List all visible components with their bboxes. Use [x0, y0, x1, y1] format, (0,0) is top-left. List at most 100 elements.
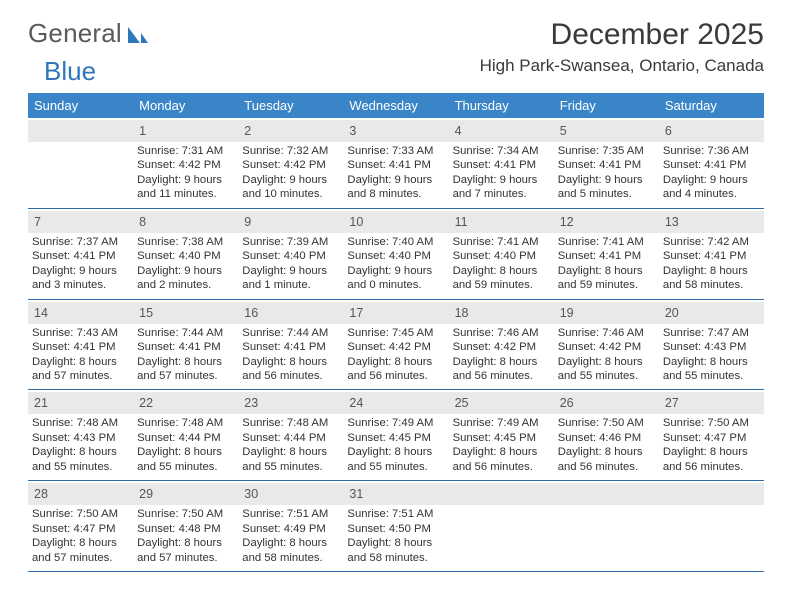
- day-number: 27: [665, 396, 679, 410]
- day-info: Sunrise: 7:46 AMSunset: 4:42 PMDaylight:…: [558, 326, 655, 384]
- calendar-day: 16Sunrise: 7:44 AMSunset: 4:41 PMDayligh…: [238, 300, 343, 390]
- day-number: 15: [139, 306, 153, 320]
- calendar: SundayMondayTuesdayWednesdayThursdayFrid…: [28, 93, 764, 572]
- calendar-day: 10Sunrise: 7:40 AMSunset: 4:40 PMDayligh…: [343, 209, 448, 299]
- day-number-bar: 31: [343, 483, 448, 505]
- day-info: Sunrise: 7:35 AMSunset: 4:41 PMDaylight:…: [558, 144, 655, 202]
- day-info: Sunrise: 7:47 AMSunset: 4:43 PMDaylight:…: [663, 326, 760, 384]
- calendar-day: 3Sunrise: 7:33 AMSunset: 4:41 PMDaylight…: [343, 118, 448, 208]
- day-number-bar: 1: [133, 120, 238, 142]
- calendar-week: 28Sunrise: 7:50 AMSunset: 4:47 PMDayligh…: [28, 481, 764, 572]
- weekday-header: Monday: [133, 93, 238, 118]
- day-number-bar: 12: [554, 211, 659, 233]
- day-number-bar: 6: [659, 120, 764, 142]
- day-info: Sunrise: 7:36 AMSunset: 4:41 PMDaylight:…: [663, 144, 760, 202]
- calendar-day: 11Sunrise: 7:41 AMSunset: 4:40 PMDayligh…: [449, 209, 554, 299]
- calendar-day: [659, 481, 764, 571]
- day-number-bar: [554, 483, 659, 505]
- day-info: Sunrise: 7:48 AMSunset: 4:43 PMDaylight:…: [32, 416, 129, 474]
- brand-part2: Blue: [44, 56, 96, 86]
- calendar-day: 2Sunrise: 7:32 AMSunset: 4:42 PMDaylight…: [238, 118, 343, 208]
- day-number-bar: 4: [449, 120, 554, 142]
- day-info: Sunrise: 7:41 AMSunset: 4:40 PMDaylight:…: [453, 235, 550, 293]
- day-number-bar: 21: [28, 392, 133, 414]
- day-info: Sunrise: 7:45 AMSunset: 4:42 PMDaylight:…: [347, 326, 444, 384]
- weekday-header: Thursday: [449, 93, 554, 118]
- day-number: 12: [560, 215, 574, 229]
- day-number-bar: 18: [449, 302, 554, 324]
- calendar-day: 4 Sunrise: 7:34 AMSunset: 4:41 PMDaylight…: [449, 118, 554, 208]
- day-number: 1: [139, 124, 146, 138]
- day-number-bar: 23: [238, 392, 343, 414]
- day-info: Sunrise: 7:50 AMSunset: 4:48 PMDaylight:…: [137, 507, 234, 565]
- day-number: 21: [34, 396, 48, 410]
- day-number-bar: 9: [238, 211, 343, 233]
- day-number: 22: [139, 396, 153, 410]
- day-info: Sunrise: 7:48 AMSunset: 4:44 PMDaylight:…: [137, 416, 234, 474]
- day-number: 4: [455, 124, 462, 138]
- calendar-day: 7Sunrise: 7:37 AMSunset: 4:41 PMDaylight…: [28, 209, 133, 299]
- day-info: Sunrise: 7:44 AMSunset: 4:41 PMDaylight:…: [137, 326, 234, 384]
- day-info: Sunrise: 7:33 AMSunset: 4:41 PMDaylight:…: [347, 144, 444, 202]
- calendar-day: 21 Sunrise: 7:48 AMSunset: 4:43 PMDayligh…: [28, 390, 133, 480]
- day-number-bar: 3: [343, 120, 448, 142]
- day-info: Sunrise: 7:41 AMSunset: 4:41 PMDaylight:…: [558, 235, 655, 293]
- day-number: 7: [34, 215, 41, 229]
- day-info: Sunrise: 7:32 AMSunset: 4:42 PMDaylight:…: [242, 144, 339, 202]
- calendar-day: 9Sunrise: 7:39 AMSunset: 4:40 PMDaylight…: [238, 209, 343, 299]
- brand-part1: General: [28, 18, 122, 49]
- calendar-day: 28Sunrise: 7:50 AMSunset: 4:47 PMDayligh…: [28, 481, 133, 571]
- calendar-week: 1 Sunrise: 7:31 AMSunset: 4:42 PMDaylight…: [28, 118, 764, 209]
- calendar-day: 13Sunrise: 7:42 AMSunset: 4:41 PMDayligh…: [659, 209, 764, 299]
- weekday-header: Tuesday: [238, 93, 343, 118]
- day-number: 31: [349, 487, 363, 501]
- day-info: Sunrise: 7:49 AMSunset: 4:45 PMDaylight:…: [453, 416, 550, 474]
- day-number-bar: 29: [133, 483, 238, 505]
- day-number-bar: 30: [238, 483, 343, 505]
- calendar-day: [554, 481, 659, 571]
- calendar-day: 24Sunrise: 7:49 AMSunset: 4:45 PMDayligh…: [343, 390, 448, 480]
- day-number: 28: [34, 487, 48, 501]
- day-number: 14: [34, 306, 48, 320]
- day-number: 26: [560, 396, 574, 410]
- calendar-day: 15 Sunrise: 7:44 AMSunset: 4:41 PMDayligh…: [133, 300, 238, 390]
- calendar-day: 30 Sunrise: 7:51 AMSunset: 4:49 PMDayligh…: [238, 481, 343, 571]
- day-info: Sunrise: 7:51 AMSunset: 4:49 PMDaylight:…: [242, 507, 339, 565]
- day-number: 17: [349, 306, 363, 320]
- calendar-day: 17 Sunrise: 7:45 AMSunset: 4:42 PMDayligh…: [343, 300, 448, 390]
- day-number-bar: 14: [28, 302, 133, 324]
- calendar-day: 14 Sunrise: 7:43 AMSunset: 4:41 PMDayligh…: [28, 300, 133, 390]
- calendar-day: 27 Sunrise: 7:50 AMSunset: 4:47 PMDayligh…: [659, 390, 764, 480]
- calendar-day: 19Sunrise: 7:46 AMSunset: 4:42 PMDayligh…: [554, 300, 659, 390]
- calendar-week: 14 Sunrise: 7:43 AMSunset: 4:41 PMDayligh…: [28, 300, 764, 391]
- day-info: Sunrise: 7:34 AMSunset: 4:41 PMDaylight:…: [453, 144, 550, 202]
- day-number-bar: 7: [28, 211, 133, 233]
- weekday-header-row: SundayMondayTuesdayWednesdayThursdayFrid…: [28, 93, 764, 118]
- day-number-bar: 8: [133, 211, 238, 233]
- day-number-bar: 20: [659, 302, 764, 324]
- day-number-bar: 19: [554, 302, 659, 324]
- day-number-bar: 17: [343, 302, 448, 324]
- day-info: Sunrise: 7:51 AMSunset: 4:50 PMDaylight:…: [347, 507, 444, 565]
- day-info: Sunrise: 7:43 AMSunset: 4:41 PMDaylight:…: [32, 326, 129, 384]
- day-number-bar: 2: [238, 120, 343, 142]
- day-info: Sunrise: 7:42 AMSunset: 4:41 PMDaylight:…: [663, 235, 760, 293]
- day-number: 8: [139, 215, 146, 229]
- calendar-day: 1 Sunrise: 7:31 AMSunset: 4:42 PMDaylight…: [133, 118, 238, 208]
- day-info: Sunrise: 7:50 AMSunset: 4:47 PMDaylight:…: [663, 416, 760, 474]
- day-number-bar: [28, 120, 133, 142]
- calendar-day: [28, 118, 133, 208]
- calendar-day: 12 Sunrise: 7:41 AMSunset: 4:41 PMDayligh…: [554, 209, 659, 299]
- calendar-day: 23Sunrise: 7:48 AMSunset: 4:44 PMDayligh…: [238, 390, 343, 480]
- day-info: Sunrise: 7:44 AMSunset: 4:41 PMDaylight:…: [242, 326, 339, 384]
- day-info: Sunrise: 7:46 AMSunset: 4:42 PMDaylight:…: [453, 326, 550, 384]
- day-number-bar: 25: [449, 392, 554, 414]
- day-info: Sunrise: 7:31 AMSunset: 4:42 PMDaylight:…: [137, 144, 234, 202]
- day-number: 30: [244, 487, 258, 501]
- calendar-day: 18Sunrise: 7:46 AMSunset: 4:42 PMDayligh…: [449, 300, 554, 390]
- day-number-bar: 22: [133, 392, 238, 414]
- weekday-header: Wednesday: [343, 93, 448, 118]
- calendar-day: 8Sunrise: 7:38 AMSunset: 4:40 PMDaylight…: [133, 209, 238, 299]
- day-info: Sunrise: 7:40 AMSunset: 4:40 PMDaylight:…: [347, 235, 444, 293]
- day-number-bar: 15: [133, 302, 238, 324]
